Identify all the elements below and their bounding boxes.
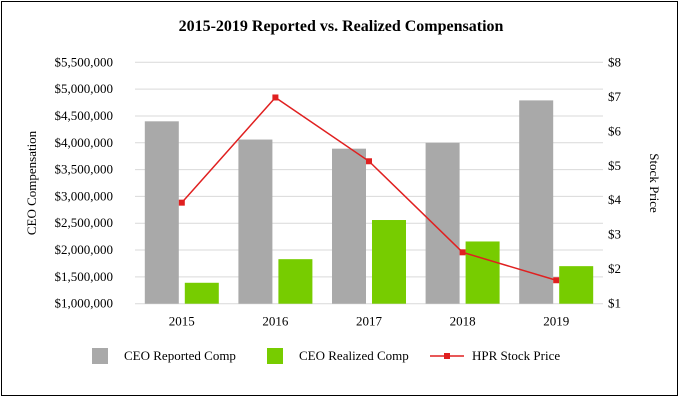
legend-item-stock: HPR Stock Price [430, 348, 560, 364]
stock-price-point [459, 249, 466, 256]
bar-realized [465, 241, 500, 304]
y2-axis-label: Stock Price [647, 153, 662, 213]
y-tick-label: $2,000,000 [55, 242, 114, 257]
y2-tick-label: $7 [608, 89, 622, 104]
bar-reported [144, 121, 179, 304]
y-axis-label: CEO Compensation [24, 130, 39, 235]
y-tick-label: $5,500,000 [55, 54, 114, 69]
bar-reported [519, 100, 554, 304]
legend-item-realized: CEO Realized Comp [267, 348, 409, 364]
legend-label: CEO Reported Comp [124, 348, 236, 363]
legend-label: HPR Stock Price [472, 348, 561, 363]
bar-realized [278, 259, 313, 304]
y2-tick-label: $4 [608, 192, 622, 207]
bar-reported [238, 139, 273, 304]
legend-swatch-realized [267, 348, 283, 364]
x-tick-label: 2015 [169, 314, 195, 329]
y2-tick-label: $5 [608, 158, 621, 173]
y-tick-label: $1,000,000 [55, 296, 114, 311]
stock-price-line [181, 96, 557, 281]
bar-realized [184, 282, 219, 304]
x-tick-label: 2019 [543, 314, 569, 329]
y-tick-label: $2,500,000 [55, 215, 114, 230]
y2-tick-label: $8 [608, 54, 621, 69]
x-tick-label: 2018 [450, 314, 476, 329]
chart-title: 2015-2019 Reported vs. Realized Compensa… [178, 18, 504, 35]
y2-tick-label: $3 [608, 227, 621, 242]
bar-realized [372, 220, 406, 304]
y-tick-label: $3,500,000 [55, 162, 114, 177]
x-tick-label: 2017 [356, 314, 383, 329]
y-tick-label: $1,500,000 [55, 269, 114, 284]
bar-realized [559, 266, 594, 304]
stock-price-point [366, 158, 372, 165]
y2-tick-label: $2 [608, 261, 621, 276]
y-tick-label: $4,000,000 [55, 135, 114, 150]
y2-tick-label: $1 [608, 296, 621, 311]
y-tick-label: $5,000,000 [55, 81, 114, 96]
legend-label: CEO Realized Comp [299, 348, 409, 363]
x-tick-label: 2016 [262, 314, 289, 329]
stock-price-point [178, 199, 185, 206]
stock-price-point [272, 94, 279, 101]
legend-line-icon [430, 353, 464, 359]
y-tick-label: $3,000,000 [55, 188, 114, 203]
bar-reported [332, 148, 366, 304]
bar-reported [425, 142, 460, 304]
y2-tick-label: $6 [608, 123, 622, 138]
y-tick-label: $4,500,000 [55, 108, 114, 123]
legend-item-reported: CEO Reported Comp [92, 348, 236, 364]
legend-swatch-reported [92, 348, 108, 364]
stock-price-point [553, 277, 560, 284]
